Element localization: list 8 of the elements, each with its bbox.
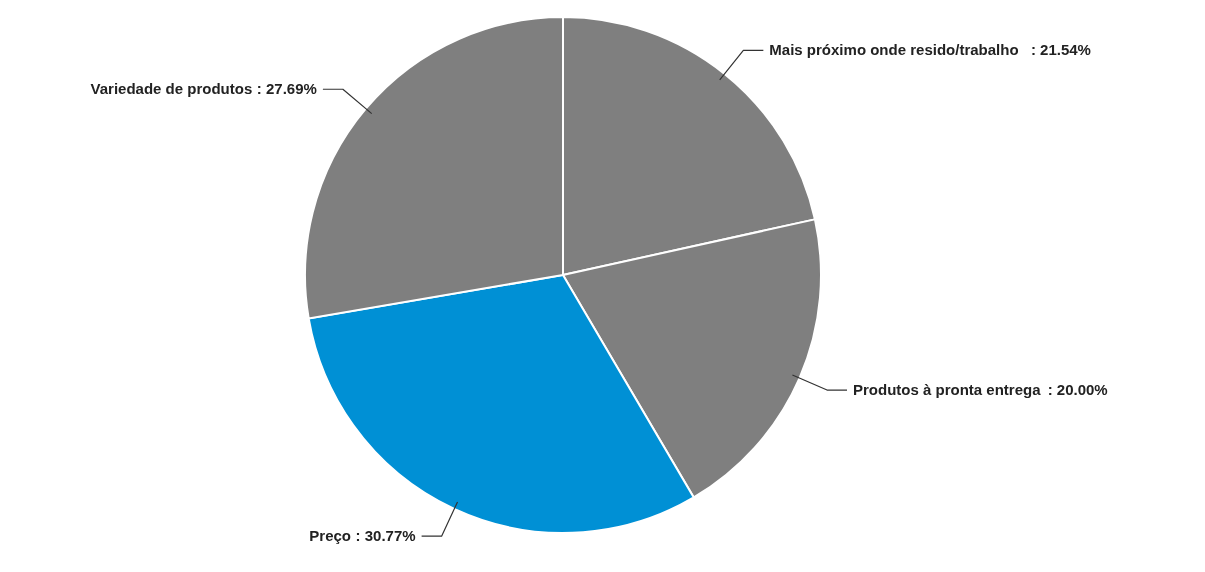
data-label: : 21.54% [1030,41,1091,59]
slice-label: Mais próximo onde resido/trabalho [769,41,1019,59]
data-label: : 30.77% [355,527,416,545]
data-label: : 27.69% [256,80,317,98]
data-label: : 20.00% [1047,381,1108,399]
slice-label: Produtos à pronta entrega [853,381,1042,399]
slice-label: Preço [309,527,351,545]
slice-label: Variedade de produtos [90,80,253,98]
